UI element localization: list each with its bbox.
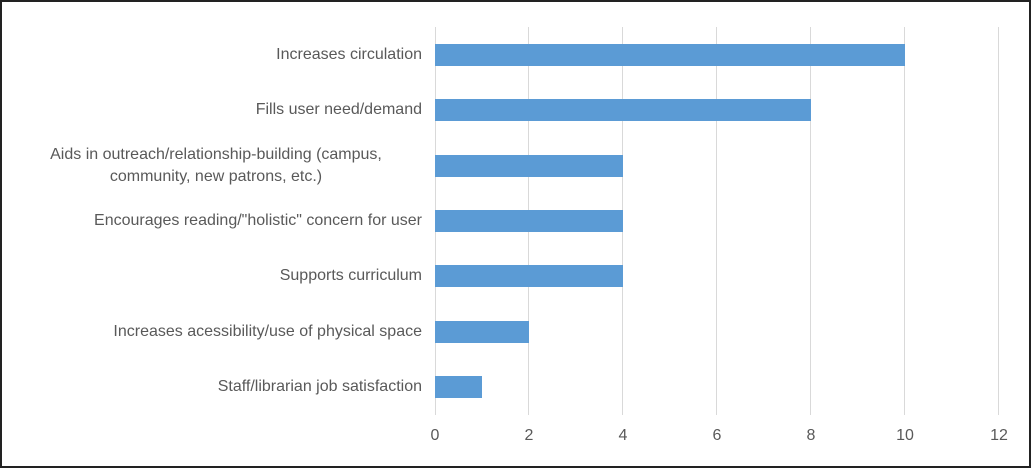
- category-label-encourages-reading: Encourages reading/"holistic" concern fo…: [94, 211, 422, 229]
- bar-increases-circulation: [435, 43, 905, 66]
- bar-row: [435, 249, 999, 304]
- bar-row: [435, 82, 999, 137]
- category-label-staff-satisfaction: Staff/librarian job satisfaction: [217, 378, 422, 396]
- category-label-aids-outreach: Aids in outreach/relationship-building (…: [50, 145, 382, 185]
- bar-aids-outreach: [435, 154, 623, 177]
- category-label-fills-user-need: Fills user need/demand: [255, 101, 422, 119]
- bar-supports-curriculum: [435, 265, 623, 288]
- x-tick-6: 6: [712, 427, 722, 444]
- gridline-12: [998, 27, 999, 415]
- bar-fills-user-need: [435, 99, 811, 122]
- bar-encourages-reading: [435, 209, 623, 232]
- bar-series: [435, 27, 999, 415]
- bar-row: [435, 304, 999, 359]
- x-tick-10: 10: [896, 427, 914, 444]
- x-tick-2: 2: [524, 427, 534, 444]
- plot-area: [435, 27, 999, 415]
- bar-staff-satisfaction: [435, 376, 482, 399]
- value-axis: 0 2 4 6 8 10 12: [431, 415, 1008, 460]
- category-label-supports-curriculum: Supports curriculum: [279, 267, 422, 285]
- category-axis: Increases circulation Fills user need/de…: [10, 27, 422, 415]
- gridline-6: [716, 27, 717, 415]
- category-label-increases-accessibility: Increases acessibility/use of physical s…: [113, 322, 422, 340]
- bar-row: [435, 27, 999, 82]
- bar-increases-accessibility: [435, 320, 529, 343]
- bar-row: [435, 193, 999, 248]
- x-tick-0: 0: [430, 427, 440, 444]
- gridline-10: [903, 27, 905, 415]
- x-tick-12: 12: [990, 427, 1008, 444]
- gridline-8: [810, 27, 811, 415]
- bar-row: [435, 360, 999, 415]
- category-label-increases-circulation: Increases circulation: [276, 45, 422, 63]
- x-tick-8: 8: [806, 427, 816, 444]
- bar-row: [435, 138, 999, 193]
- x-tick-4: 4: [618, 427, 628, 444]
